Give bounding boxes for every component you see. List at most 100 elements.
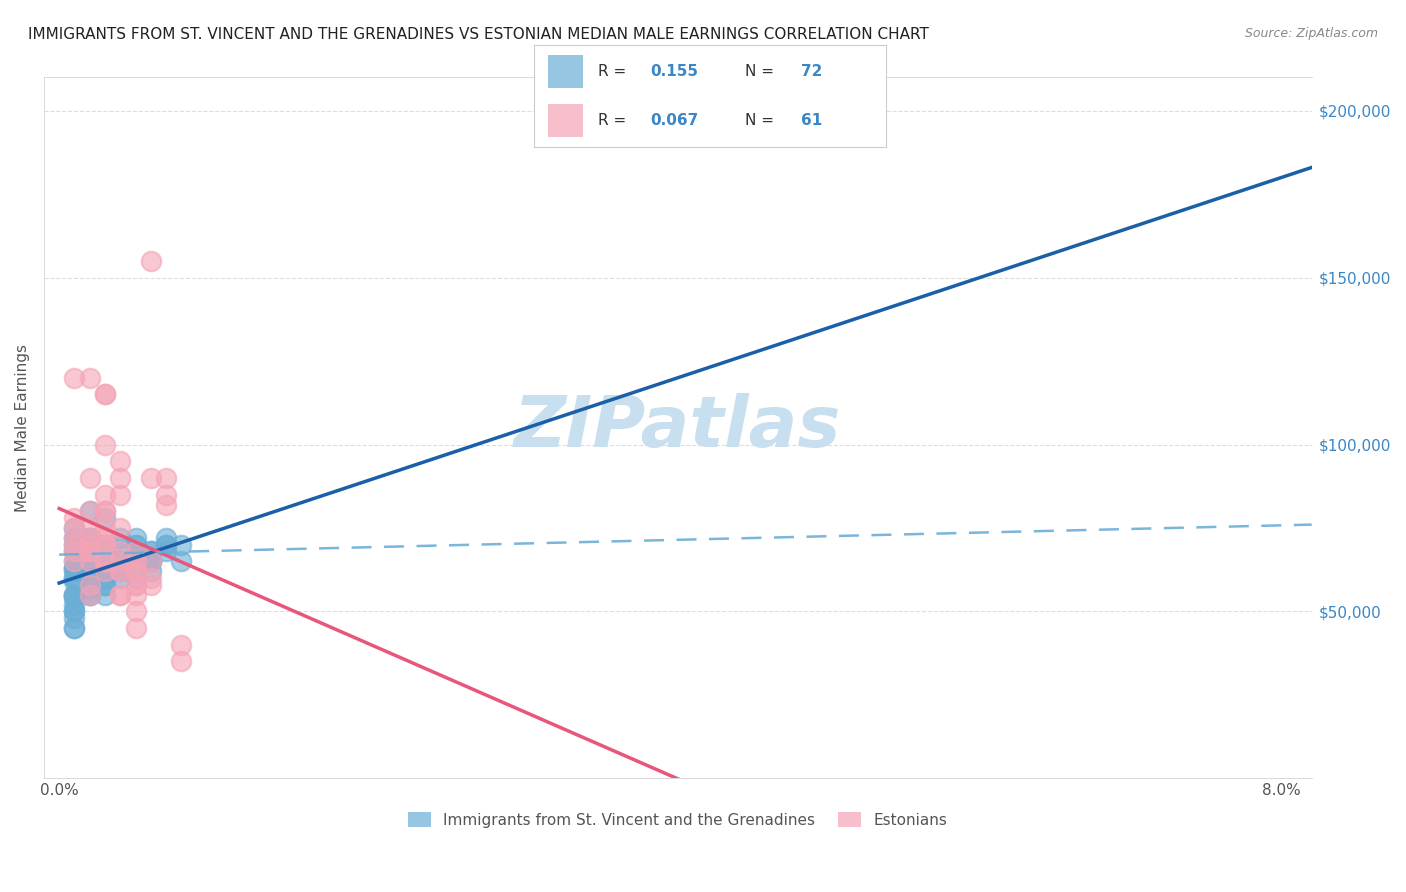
Point <box>63 588 86 602</box>
Point <box>94 511 117 525</box>
Point <box>79 588 101 602</box>
Point <box>124 544 146 558</box>
Point <box>110 564 132 578</box>
Point <box>124 538 146 552</box>
Point <box>110 564 132 578</box>
Point <box>94 437 117 451</box>
Point <box>63 544 86 558</box>
Point <box>110 554 132 568</box>
Point <box>94 571 117 585</box>
Point <box>139 554 162 568</box>
Text: 61: 61 <box>801 113 823 128</box>
Point <box>94 538 117 552</box>
Point <box>79 504 101 518</box>
Point <box>124 554 146 568</box>
Point <box>63 571 86 585</box>
Point <box>79 588 101 602</box>
Text: 72: 72 <box>801 63 823 78</box>
Point <box>94 504 117 518</box>
Point <box>94 588 117 602</box>
Point <box>63 598 86 612</box>
Point <box>94 487 117 501</box>
Point <box>139 577 162 591</box>
Point <box>124 544 146 558</box>
Point <box>94 538 117 552</box>
Text: N =: N = <box>745 113 779 128</box>
Point <box>155 544 177 558</box>
Text: R =: R = <box>598 113 631 128</box>
Point <box>79 571 101 585</box>
Bar <box>548 104 583 137</box>
Point <box>139 554 162 568</box>
Point <box>63 538 86 552</box>
Point <box>94 387 117 401</box>
Point <box>63 571 86 585</box>
Point <box>79 577 101 591</box>
Point <box>63 511 86 525</box>
Point <box>124 554 146 568</box>
Point <box>94 504 117 518</box>
Point <box>63 588 86 602</box>
Point <box>110 554 132 568</box>
Point <box>124 588 146 602</box>
Point <box>110 544 132 558</box>
Point <box>63 371 86 385</box>
Point <box>79 544 101 558</box>
Point <box>110 564 132 578</box>
Point <box>63 621 86 635</box>
Point <box>63 521 86 535</box>
Point <box>63 531 86 545</box>
Point <box>94 554 117 568</box>
Point <box>63 588 86 602</box>
Point <box>124 531 146 545</box>
Point <box>63 538 86 552</box>
Point <box>110 588 132 602</box>
Point <box>94 564 117 578</box>
Point <box>79 504 101 518</box>
Point <box>63 591 86 605</box>
Point <box>63 531 86 545</box>
Point <box>124 538 146 552</box>
Point <box>79 538 101 552</box>
Point <box>79 521 101 535</box>
Point <box>79 371 101 385</box>
Point <box>63 604 86 618</box>
Point <box>139 554 162 568</box>
Point <box>63 611 86 625</box>
Point <box>124 604 146 618</box>
Point <box>110 538 132 552</box>
Point <box>63 554 86 568</box>
Point <box>124 564 146 578</box>
Point <box>155 471 177 485</box>
Point <box>94 564 117 578</box>
Point <box>63 561 86 575</box>
Point <box>124 577 146 591</box>
Point <box>170 554 193 568</box>
Text: 0.155: 0.155 <box>650 63 699 78</box>
Y-axis label: Median Male Earnings: Median Male Earnings <box>15 343 30 512</box>
Point <box>79 544 101 558</box>
Text: ZIPatlas: ZIPatlas <box>515 393 841 462</box>
Point <box>139 554 162 568</box>
Legend: Immigrants from St. Vincent and the Grenadines, Estonians: Immigrants from St. Vincent and the Gren… <box>402 805 953 834</box>
Point <box>63 564 86 578</box>
Point <box>94 571 117 585</box>
Point <box>63 554 86 568</box>
Text: IMMIGRANTS FROM ST. VINCENT AND THE GRENADINES VS ESTONIAN MEDIAN MALE EARNINGS : IMMIGRANTS FROM ST. VINCENT AND THE GREN… <box>28 27 929 42</box>
Point <box>110 554 132 568</box>
Point <box>79 544 101 558</box>
Point <box>139 564 162 578</box>
Point <box>139 544 162 558</box>
Point <box>139 471 162 485</box>
Point <box>155 538 177 552</box>
Point <box>94 538 117 552</box>
Point <box>170 638 193 652</box>
Point <box>94 544 117 558</box>
Point <box>139 571 162 585</box>
Point <box>79 554 101 568</box>
Point <box>63 561 86 575</box>
Point <box>63 604 86 618</box>
Point <box>94 577 117 591</box>
Point <box>110 521 132 535</box>
Point <box>155 531 177 545</box>
